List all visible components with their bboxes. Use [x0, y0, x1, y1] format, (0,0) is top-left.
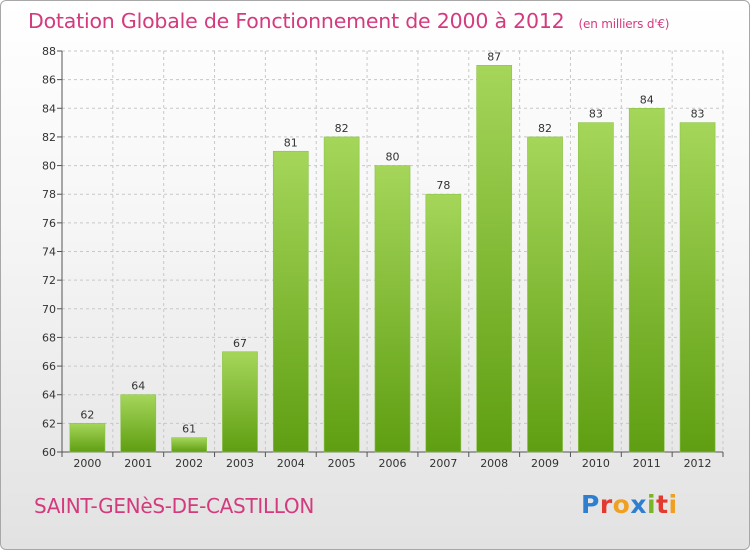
bar-value-label: 84	[640, 93, 654, 106]
logo-letter: P	[581, 490, 600, 519]
labels: 62 2000 64 2001 61 2002 67 2003 81 2004 82 2005 80 20…	[73, 50, 711, 470]
bar-value-label: 82	[335, 122, 349, 135]
y-tick-label: 70	[42, 303, 56, 316]
bar-value-label: 80	[386, 151, 400, 164]
bar-value-label: 61	[182, 423, 196, 436]
y-tick-label: 82	[42, 131, 56, 144]
chart-title: Dotation Globale de Fonctionnement de 20…	[28, 9, 669, 33]
bar	[425, 193, 462, 453]
logo-letter: i	[647, 490, 657, 519]
x-tick-label: 2008	[480, 457, 508, 470]
y-tick-label: 62	[42, 417, 56, 430]
bar-value-label: 83	[691, 108, 705, 121]
y-tick-label: 76	[42, 217, 56, 230]
bar	[578, 122, 614, 453]
x-tick-label: 2011	[633, 457, 661, 470]
x-tick-label: 2009	[531, 457, 559, 470]
bar	[679, 122, 716, 453]
logo-letter: t	[656, 490, 669, 519]
y-tick-label: 72	[42, 274, 56, 287]
bar-value-label: 83	[589, 108, 603, 121]
y-tick-label: 80	[42, 160, 56, 173]
x-tick-label: 2006	[379, 457, 407, 470]
chart-title-text: Dotation Globale de Fonctionnement de 20…	[28, 9, 565, 33]
y-tick-label: 78	[42, 188, 56, 201]
bar	[171, 437, 207, 453]
x-tick-label: 2007	[429, 457, 457, 470]
bar-value-label: 87	[487, 50, 501, 63]
y-tick-label: 74	[42, 246, 56, 259]
bar-value-label: 67	[233, 337, 247, 350]
bar-value-label: 81	[284, 136, 298, 149]
y-tick-label: 86	[42, 74, 56, 87]
x-tick-label: 2002	[175, 457, 203, 470]
bar	[222, 351, 258, 453]
bar	[374, 165, 411, 453]
bar	[628, 107, 665, 453]
y-tick-label: 64	[42, 389, 56, 402]
y-tick-label: 66	[42, 360, 56, 373]
bar-value-label: 62	[80, 408, 94, 421]
logo-letter: x	[630, 490, 647, 519]
bar	[476, 65, 513, 453]
x-tick-label: 2001	[124, 457, 152, 470]
chart-unit: (en milliers d'€)	[578, 17, 670, 31]
bar	[527, 136, 563, 453]
bar	[272, 150, 309, 453]
y-tick-label: 88	[42, 45, 56, 58]
x-tick-label: 2004	[277, 457, 305, 470]
bar-value-label: 78	[436, 179, 450, 192]
x-tick-label: 2003	[226, 457, 254, 470]
commune-name: SAINT-GENèS-DE-CASTILLON	[34, 494, 315, 518]
axes: 60 62 64 66 68 70 72 74 76 78 80 82 84 86 88	[42, 45, 724, 459]
x-tick-label: 2000	[73, 457, 101, 470]
proxiti-logo: Proxiti	[581, 490, 678, 519]
y-tick-label: 84	[42, 102, 56, 115]
y-tick-label: 68	[42, 331, 56, 344]
bar	[69, 423, 106, 453]
x-tick-label: 2005	[328, 457, 356, 470]
logo-letter: o	[612, 490, 631, 519]
bar-value-label: 64	[131, 380, 145, 393]
logo-letter: i	[668, 490, 678, 519]
x-tick-label: 2012	[684, 457, 712, 470]
logo-letter: r	[599, 490, 613, 519]
y-tick-label: 60	[42, 446, 56, 459]
bars	[69, 65, 716, 453]
bar-value-label: 82	[538, 122, 552, 135]
x-tick-label: 2010	[582, 457, 610, 470]
bar	[120, 394, 157, 453]
bar	[323, 136, 360, 453]
